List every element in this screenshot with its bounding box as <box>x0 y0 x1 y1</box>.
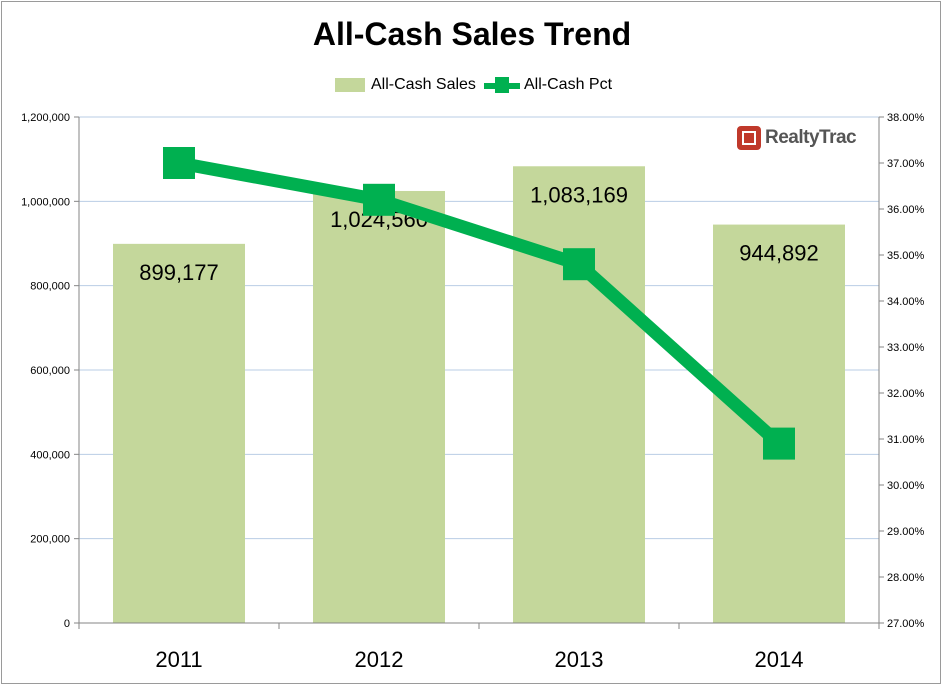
bar-2012 <box>313 190 445 623</box>
series-line-all-cash-pct <box>177 156 784 449</box>
legend-label-all-cash-sales: All-Cash Sales <box>371 76 476 93</box>
y-right-tick-label: 29.00% <box>887 526 925 538</box>
bar-data-label-2013: 1,083,169 <box>530 182 628 207</box>
y-left-tick-label: 600,000 <box>30 365 70 377</box>
y-left-tick-label: 800,000 <box>30 281 70 293</box>
bar-2013 <box>513 166 645 623</box>
point-all-cash-pct-2012 <box>363 183 395 216</box>
bar-data-label-2014: 944,892 <box>739 241 819 266</box>
point-all-cash-pct-2014 <box>763 427 795 460</box>
bar-data-label-2011: 899,177 <box>139 260 219 285</box>
bar-2014 <box>713 224 845 623</box>
y-right-tick-label: 32.00% <box>887 388 925 400</box>
logo-text-a: Realty <box>765 127 820 148</box>
realtytrac-logo: RealtyTrac <box>737 124 857 152</box>
y-right-tick-label: 28.00% <box>887 572 925 584</box>
y-left-tick-label: 0 <box>64 618 70 630</box>
x-tick-label-2012: 2012 <box>355 647 404 672</box>
legend-swatch-all-cash-sales <box>335 78 365 92</box>
y-right-tick-label: 34.00% <box>887 296 925 308</box>
logo-text: RealtyTrac <box>765 127 857 149</box>
y-right-tick-label: 38.00% <box>887 112 925 124</box>
logo-text-b: Trac <box>819 127 857 148</box>
y-right-tick-label: 33.00% <box>887 342 925 354</box>
y-left-tick-label: 200,000 <box>30 534 70 546</box>
y-right-tick-label: 35.00% <box>887 250 925 262</box>
chart-title: All-Cash Sales Trend <box>312 16 632 52</box>
y-left-tick-label: 400,000 <box>30 449 70 461</box>
y-right-tick-label: 31.00% <box>887 434 925 446</box>
y-left-tick-label: 1,200,000 <box>21 112 70 124</box>
y-right-tick-label: 30.00% <box>887 480 925 492</box>
point-all-cash-pct-2013 <box>563 248 595 281</box>
x-tick-label-2011: 2011 <box>155 647 202 672</box>
house-icon <box>737 126 761 150</box>
x-tick-label-2013: 2013 <box>555 647 604 672</box>
y-right-tick-label: 37.00% <box>887 158 925 170</box>
x-tick-label-2014: 2014 <box>755 647 804 672</box>
y-left-tick-label: 1,000,000 <box>21 196 70 208</box>
legend-swatch-all-cash-pct-marker <box>495 77 509 93</box>
y-right-tick-label: 27.00% <box>887 618 925 630</box>
bar-2011 <box>113 243 245 623</box>
point-all-cash-pct-2011 <box>163 147 195 179</box>
legend: All-Cash Sales All-Cash Pct <box>0 74 944 96</box>
legend-label-all-cash-pct: All-Cash Pct <box>524 76 613 93</box>
y-right-tick-label: 36.00% <box>887 204 925 216</box>
